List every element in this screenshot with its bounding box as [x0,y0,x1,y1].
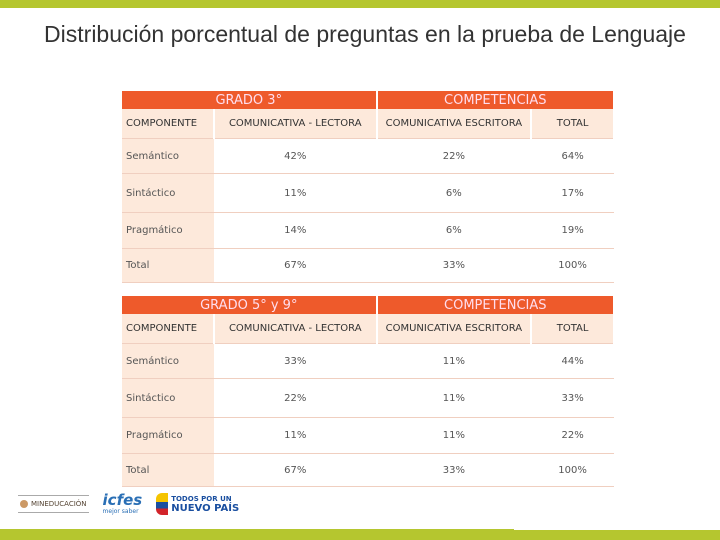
col-header: COMUNICATIVA - LECTORA [213,314,378,344]
table-cell: 44% [531,343,614,379]
table-row: Sintáctico 11% 6% 17% [122,173,614,213]
grade-header: GRADO 3° [122,91,378,109]
footer-logos: MINEDUCACIÓN icfes mejor saber TODOS POR… [18,493,239,515]
table-row: Semántico 42% 22% 64% [122,138,614,174]
table-cell: 100% [531,248,614,283]
bottom-accent-bar [0,529,720,540]
table-cell: 11% [376,378,532,418]
flag-icon [156,493,169,515]
table-cell: Sintáctico [122,378,214,418]
table-cell: Total [122,248,214,283]
table-cell: 17% [531,173,614,213]
table-cell: 14% [213,212,377,249]
table-cell: 33% [213,343,377,379]
table-row: Sintáctico 22% 11% 33% [122,378,614,418]
table-cell: 33% [376,248,532,283]
table-grado-3: GRADO 3° COMPETENCIAS COMPONENTE COMUNICAT… [122,91,616,283]
table-row: Pragmático 14% 6% 19% [122,212,614,249]
seal-icon [20,500,28,508]
table-cell: 11% [213,417,377,454]
col-header: TOTAL [531,314,615,344]
table-cell: 19% [531,212,614,249]
table-cell: 11% [213,173,377,213]
table-cell: 6% [376,173,532,213]
table-cell: 22% [213,378,377,418]
col-header: COMUNICATIVA ESCRITORA [376,314,533,344]
table-cell: 11% [376,417,532,454]
table-row: Pragmático 11% 11% 22% [122,417,614,454]
table-grado-5-9: GRADO 5° y 9° COMPETENCIAS COMPONENTE COMU… [122,296,616,487]
slide-title: Distribución porcentual de preguntas en … [44,21,686,47]
table-cell: 22% [531,417,614,454]
table-row: Semántico 33% 11% 44% [122,343,614,379]
group-header: COMPETENCIAS [376,296,616,314]
table-cell: 33% [376,453,532,487]
table-cell: Semántico [122,343,214,379]
table-cell: 67% [213,248,377,283]
table-cell: Semántico [122,138,214,174]
table-cell: 22% [376,138,532,174]
table-cell: Total [122,453,214,487]
table-cell: 67% [213,453,377,487]
col-header: TOTAL [531,109,615,139]
table-cell: 100% [531,453,614,487]
col-header: COMUNICATIVA - LECTORA [213,109,378,139]
col-header: COMUNICATIVA ESCRITORA [376,109,533,139]
table-cell: 6% [376,212,532,249]
table-cell: 33% [531,378,614,418]
col-header: COMPONENTE [122,109,215,139]
nuevo-pais-logo: TODOS POR UN NUEVO PAÍS [156,493,239,515]
footer-panel [514,524,720,530]
table-cell: 64% [531,138,614,174]
mineducacion-logo: MINEDUCACIÓN [18,495,89,513]
table-cell: Sintáctico [122,173,214,213]
grade-header: GRADO 5° y 9° [122,296,378,314]
table-row: Total 67% 33% 100% [122,453,614,487]
top-accent-bar [0,0,720,8]
table-cell: Pragmático [122,212,214,249]
table-cell: 42% [213,138,377,174]
table-cell: Pragmático [122,417,214,454]
table-row: Total 67% 33% 100% [122,248,614,283]
group-header: COMPETENCIAS [376,91,616,109]
table-cell: 11% [376,343,532,379]
icfes-logo: icfes mejor saber [102,491,143,516]
col-header: COMPONENTE [122,314,215,344]
